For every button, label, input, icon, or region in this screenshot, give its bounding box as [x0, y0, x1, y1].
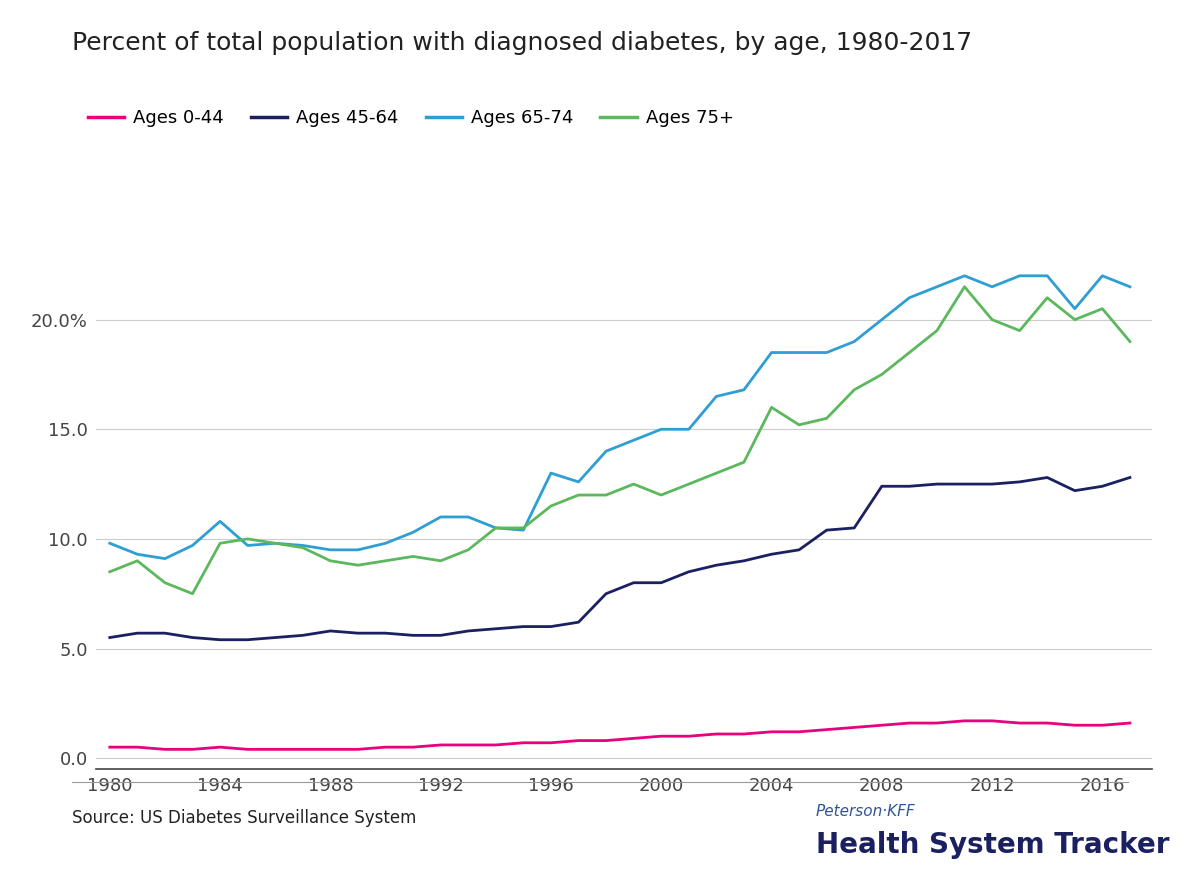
Legend: Ages 0-44, Ages 45-64, Ages 65-74, Ages 75+: Ages 0-44, Ages 45-64, Ages 65-74, Ages … [82, 102, 740, 134]
Text: Peterson·KFF: Peterson·KFF [816, 804, 916, 819]
Text: Source: US Diabetes Surveillance System: Source: US Diabetes Surveillance System [72, 809, 416, 827]
Text: Health System Tracker: Health System Tracker [816, 831, 1170, 859]
Text: Percent of total population with diagnosed diabetes, by age, 1980-2017: Percent of total population with diagnos… [72, 31, 972, 55]
